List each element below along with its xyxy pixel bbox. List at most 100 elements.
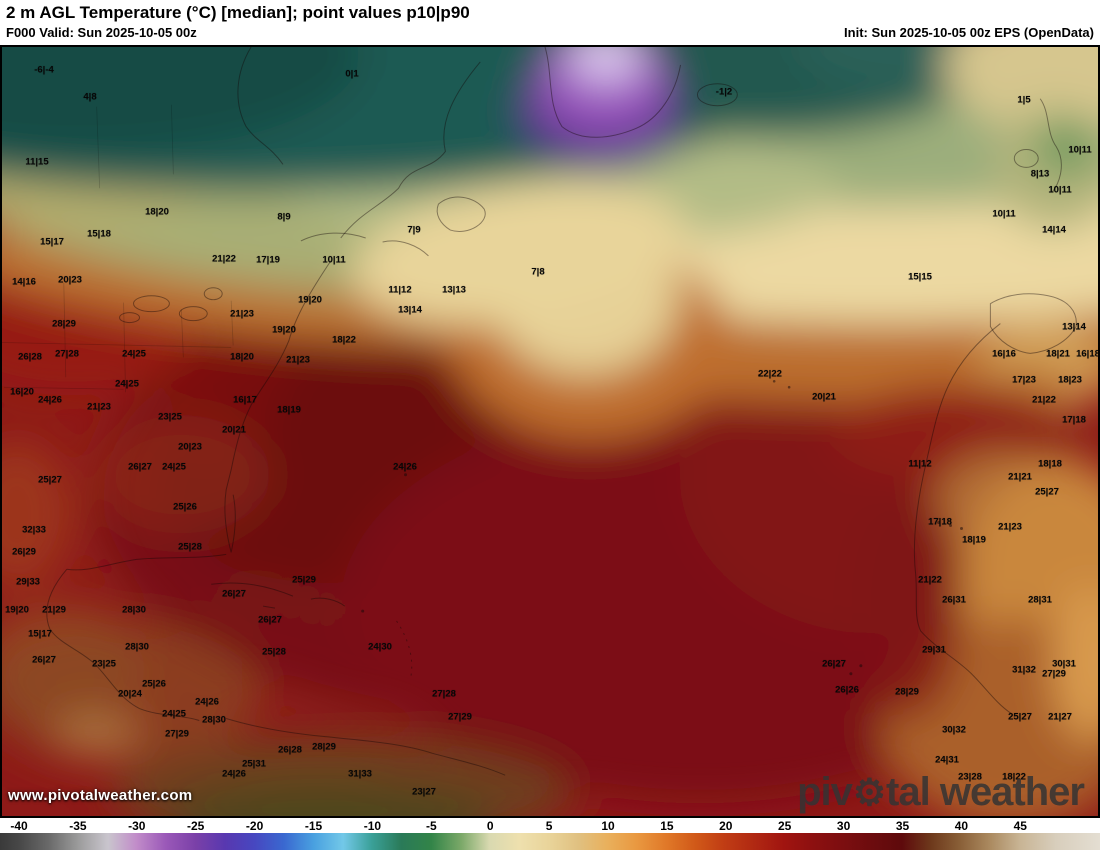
colorbar-tick: -5 [425, 819, 437, 833]
point-value: 28|30 [122, 604, 146, 616]
point-value: 21|22 [918, 574, 942, 586]
time-row: F000 Valid: Sun 2025-10-05 00z Init: Sun… [6, 24, 1094, 42]
point-value: 26|28 [18, 351, 42, 363]
coastlines [46, 47, 1077, 776]
colorbar-ticks: -40 -35 -30 -25 -20 -15 -10 -5 0 5 10 15 20 25 30 35 40 4… [0, 818, 1100, 833]
point-value: 18|20 [145, 206, 169, 218]
point-value: 1|5 [1017, 94, 1031, 106]
island-markers [361, 373, 963, 676]
point-value: 19|20 [272, 324, 296, 336]
point-value: 25|27 [38, 474, 62, 486]
colorbar-tick: 35 [895, 819, 910, 833]
point-value: 10|11 [322, 254, 346, 266]
point-value: 7|9 [407, 224, 421, 236]
point-value: 13|14 [1062, 321, 1086, 333]
colorbar-tick: 5 [545, 819, 553, 833]
point-value: 21|27 [1048, 711, 1072, 723]
point-value: 20|23 [178, 441, 202, 453]
colorbar: -40 -35 -30 -25 -20 -15 -10 -5 0 5 10 15 20 25 30 35 40 4… [0, 818, 1100, 850]
point-value: 21|23 [230, 308, 254, 320]
colorbar-tick: 20 [719, 819, 733, 833]
point-value: 15|15 [908, 271, 932, 283]
point-value: 26|27 [222, 588, 246, 600]
point-value: 21|23 [87, 401, 111, 413]
point-value: 16|18 [1076, 348, 1100, 360]
point-value: 27|29 [1042, 668, 1066, 680]
point-value: 8|13 [1030, 168, 1050, 180]
point-value: 26|27 [32, 654, 56, 666]
colorbar-tick: -10 [363, 819, 382, 833]
point-value: 25|27 [1035, 486, 1059, 498]
point-value: 32|33 [22, 524, 46, 536]
colorbar-tick: 40 [954, 819, 969, 833]
title-bar: 2 m AGL Temperature (°C) [median]; point… [0, 0, 1100, 45]
point-value: 13|13 [442, 284, 466, 296]
point-value: 25|27 [1008, 711, 1032, 723]
point-value: 23|28 [958, 771, 982, 783]
point-value: 17|18 [928, 516, 952, 528]
gear-icon: ⚙ [852, 771, 886, 813]
colorbar-tick: -20 [245, 819, 264, 833]
point-value: 25|31 [242, 758, 266, 770]
temperature-shading [2, 47, 1098, 816]
point-value: 24|25 [115, 378, 139, 390]
point-value: 16|16 [992, 348, 1016, 360]
colorbar-gradient [0, 833, 1100, 850]
point-value: 19|20 [298, 294, 322, 306]
point-value: 28|29 [312, 741, 336, 753]
point-value: 26|27 [258, 614, 282, 626]
point-value: 18|18 [1038, 458, 1062, 470]
point-value: 11|12 [908, 458, 932, 470]
point-value: 24|30 [368, 641, 392, 653]
point-value: 21|23 [998, 521, 1022, 533]
point-value: 16|20 [10, 386, 34, 398]
point-value: 25|26 [173, 501, 197, 513]
website-url: www.pivotalweather.com [8, 787, 193, 804]
point-value: 20|21 [222, 424, 246, 436]
point-value: 27|28 [55, 348, 79, 360]
point-value: 20|24 [118, 688, 142, 700]
point-value: 28|29 [895, 686, 919, 698]
point-value: 31|32 [1012, 664, 1036, 676]
point-value: 0|1 [345, 68, 359, 80]
point-value: 26|27 [128, 461, 152, 473]
point-value: 8|9 [277, 211, 291, 223]
point-value: 24|26 [38, 394, 62, 406]
watermark-text-right: tal weather [886, 770, 1085, 814]
point-value: 24|25 [162, 708, 186, 720]
point-value: 18|22 [1002, 771, 1026, 783]
political-boundaries [2, 104, 234, 393]
point-value: 21|22 [1032, 394, 1056, 406]
point-value: 24|26 [195, 696, 219, 708]
colorbar-tick: 0 [486, 819, 494, 833]
map-area: -6|-4 4|8 0|1 -1|2 1|5 11|15 10|11 8|13 10|11 18|… [0, 45, 1100, 818]
point-value: 15|17 [40, 236, 64, 248]
point-value: 25|29 [292, 574, 316, 586]
colorbar-tick: 25 [778, 819, 792, 833]
point-value: 27|29 [448, 711, 472, 723]
point-value: 24|25 [122, 348, 146, 360]
point-value: 14|16 [12, 276, 36, 288]
point-value: 17|19 [256, 254, 280, 266]
colorbar-tick: 10 [601, 819, 615, 833]
point-value: 16|17 [233, 394, 257, 406]
watermark: piv ⚙ tal weather [797, 770, 1085, 814]
colorbar-tick: 15 [660, 819, 674, 833]
point-value: 23|27 [412, 786, 436, 798]
point-value: 25|28 [178, 541, 202, 553]
point-value: 10|11 [1068, 144, 1092, 156]
colorbar-tick: -35 [69, 819, 87, 833]
point-value: 30|31 [1052, 658, 1076, 670]
point-value: 24|26 [222, 768, 246, 780]
point-value: 10|11 [1048, 184, 1072, 196]
point-value: -1|2 [715, 86, 733, 98]
point-value: 10|11 [992, 208, 1016, 220]
point-value: 14|14 [1042, 224, 1066, 236]
point-value: 18|23 [1058, 374, 1082, 386]
point-value: 27|29 [165, 728, 189, 740]
point-value: 21|29 [42, 604, 66, 616]
point-value: 26|26 [835, 684, 859, 696]
colorbar-tick: -40 [10, 819, 28, 833]
temperature-field-map [2, 47, 1098, 816]
